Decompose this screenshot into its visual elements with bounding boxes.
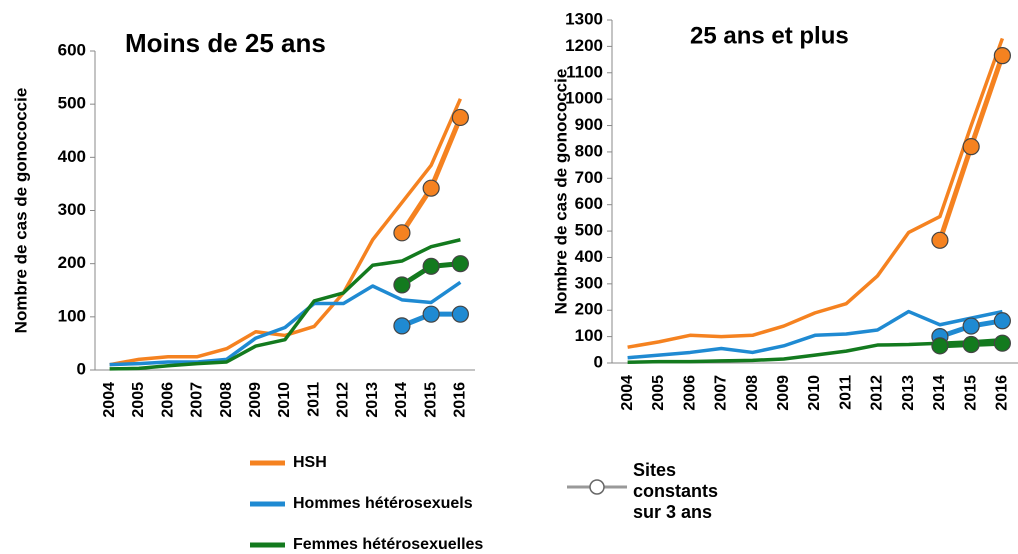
x-tick-label: 2005 bbox=[650, 375, 667, 411]
y-tick-label: 1100 bbox=[566, 62, 603, 81]
x-tick-label: 2013 bbox=[364, 382, 381, 418]
constant-marker bbox=[393, 224, 411, 242]
x-tick-label: 2016 bbox=[994, 375, 1011, 411]
y-tick-label: 600 bbox=[575, 194, 603, 213]
legend-label: HSH bbox=[293, 454, 327, 471]
x-tick-label: 2007 bbox=[189, 382, 206, 418]
y-tick-label: 200 bbox=[575, 300, 603, 319]
y-tick-label: 300 bbox=[575, 273, 603, 292]
x-tick-label: 2014 bbox=[393, 382, 410, 418]
x-tick-label: 2012 bbox=[335, 382, 352, 418]
constant-marker bbox=[993, 334, 1011, 352]
x-tick-label: 2007 bbox=[713, 375, 730, 411]
x-tick-label: 2014 bbox=[931, 375, 948, 411]
y-tick-label: 100 bbox=[575, 326, 603, 345]
constant-marker bbox=[393, 317, 411, 335]
legend-label: Femmes hétérosexuelles bbox=[293, 536, 483, 553]
constant-marker bbox=[451, 305, 469, 323]
y-tick-label: 400 bbox=[575, 247, 603, 266]
y-tick-label: 900 bbox=[575, 115, 603, 134]
y-axis-label: Nombre de cas de gonococcie bbox=[551, 69, 570, 315]
x-tick-label: 2009 bbox=[247, 382, 264, 418]
legend-label: Hommes hétérosexuels bbox=[293, 495, 473, 512]
constant-marker bbox=[451, 255, 469, 273]
x-tick-label: 2011 bbox=[305, 382, 322, 417]
x-tick-label: 2005 bbox=[130, 382, 147, 418]
chart-title: Moins de 25 ans bbox=[125, 28, 326, 58]
y-tick-label: 200 bbox=[58, 253, 86, 272]
x-tick-label: 2006 bbox=[159, 382, 176, 418]
series-line bbox=[109, 98, 462, 367]
x-tick-label: 2012 bbox=[869, 375, 886, 411]
x-tick-label: 2010 bbox=[276, 382, 293, 418]
x-tick-label: 2008 bbox=[218, 382, 235, 418]
constant-marker bbox=[993, 312, 1011, 330]
y-tick-label: 1200 bbox=[565, 36, 603, 55]
constant-marker bbox=[451, 108, 469, 127]
constant-marker bbox=[422, 179, 440, 197]
legend-constant-label: Sites bbox=[633, 460, 676, 480]
y-tick-label: 0 bbox=[77, 359, 86, 378]
y-tick-label: 100 bbox=[58, 306, 86, 325]
y-tick-label: 400 bbox=[58, 147, 86, 166]
legend-constant-label: constants bbox=[633, 481, 718, 501]
y-tick-label: 700 bbox=[575, 168, 603, 187]
constant-marker bbox=[931, 337, 949, 355]
x-tick-label: 2015 bbox=[422, 382, 439, 418]
y-tick-label: 1000 bbox=[565, 89, 603, 108]
y-tick-label: 300 bbox=[58, 200, 86, 219]
series-line bbox=[109, 238, 461, 371]
series-line bbox=[627, 37, 1005, 349]
y-tick-label: 500 bbox=[58, 94, 86, 113]
x-tick-label: 2011 bbox=[837, 375, 854, 410]
x-tick-label: 2004 bbox=[619, 375, 636, 411]
constant-marker bbox=[393, 276, 411, 294]
y-tick-label: 0 bbox=[594, 352, 603, 371]
constant-marker bbox=[422, 305, 440, 323]
constant-marker bbox=[931, 231, 949, 249]
series-line bbox=[109, 280, 462, 367]
x-tick-label: 2006 bbox=[681, 375, 698, 411]
constant-marker bbox=[422, 257, 440, 275]
constant-line bbox=[399, 116, 463, 235]
legend-constant-label: sur 3 ans bbox=[633, 502, 712, 522]
y-tick-label: 600 bbox=[58, 40, 86, 59]
constant-marker bbox=[962, 138, 980, 156]
chart-title: 25 ans et plus bbox=[690, 22, 849, 49]
y-axis-label: Nombre de cas de gonococcie bbox=[11, 88, 30, 334]
constant-marker bbox=[962, 317, 980, 335]
x-tick-label: 2013 bbox=[900, 375, 917, 411]
constant-marker bbox=[993, 47, 1011, 65]
x-tick-label: 2016 bbox=[452, 382, 469, 418]
x-tick-label: 2010 bbox=[806, 375, 823, 411]
y-tick-label: 1300 bbox=[565, 9, 603, 28]
constant-marker bbox=[962, 335, 980, 354]
x-tick-label: 2009 bbox=[775, 375, 792, 411]
x-tick-label: 2015 bbox=[962, 375, 979, 411]
y-tick-label: 500 bbox=[575, 221, 603, 240]
legend-constant-marker bbox=[589, 479, 605, 495]
y-tick-label: 800 bbox=[575, 141, 603, 160]
series-line bbox=[627, 309, 1003, 360]
x-tick-label: 2008 bbox=[744, 375, 761, 411]
x-tick-label: 2004 bbox=[101, 382, 118, 418]
